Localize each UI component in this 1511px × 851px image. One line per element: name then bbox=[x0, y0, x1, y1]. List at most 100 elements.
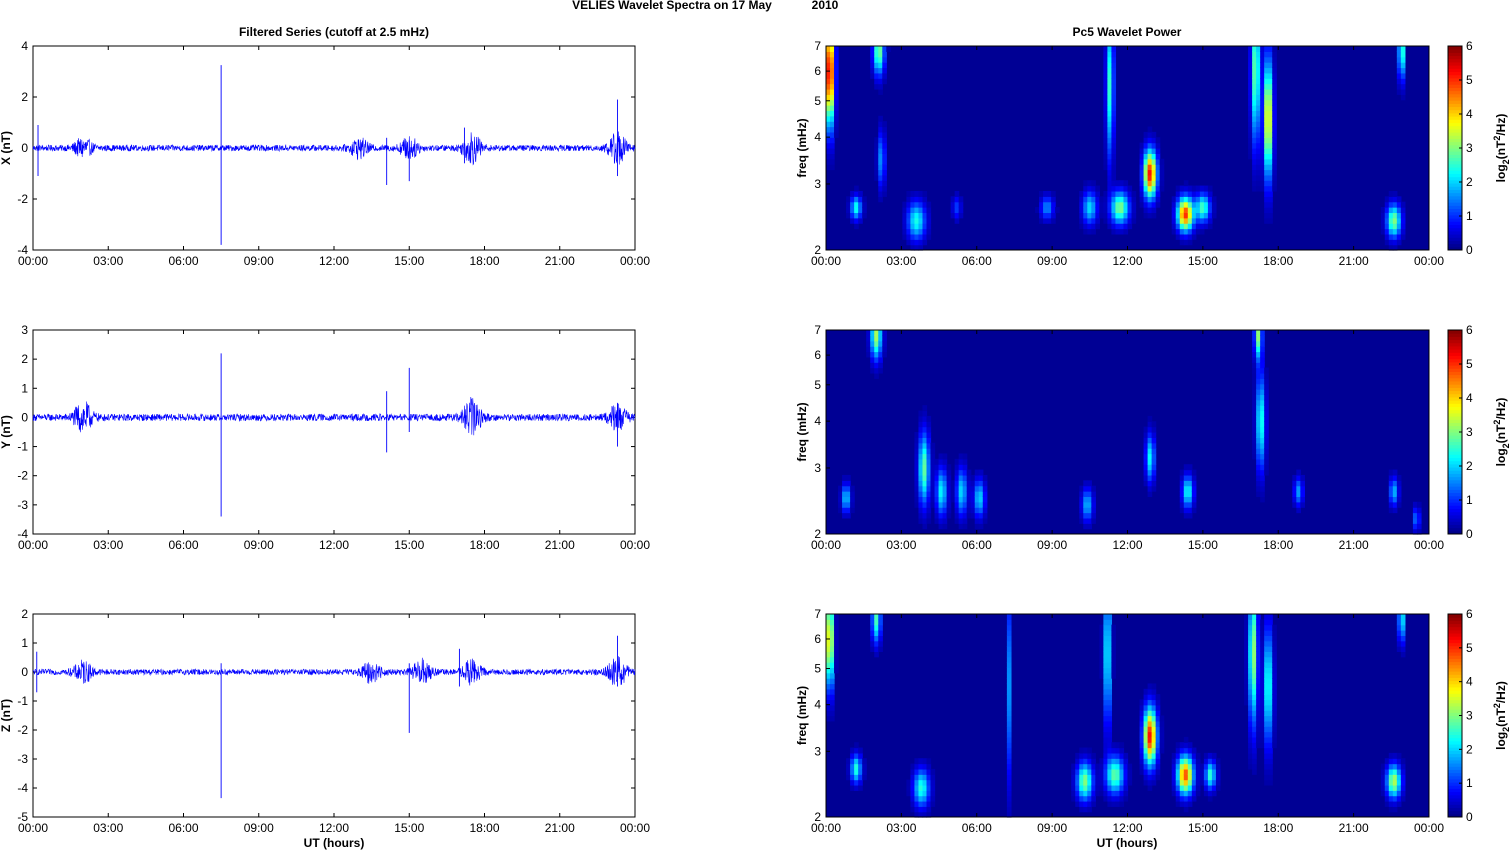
spectrum-cell bbox=[1103, 731, 1108, 738]
spectrum-cell bbox=[1111, 126, 1117, 133]
spectrum-cell bbox=[1264, 774, 1269, 781]
spectrum-cell bbox=[830, 126, 835, 133]
spectrum-cell bbox=[1292, 491, 1297, 498]
spectrum-cell bbox=[1191, 207, 1197, 214]
spectrum-cell bbox=[926, 426, 932, 433]
spectrum-cell bbox=[1175, 800, 1181, 807]
spectrum-cell bbox=[930, 784, 936, 791]
spectrum-cell bbox=[918, 496, 924, 503]
spectrum-cell bbox=[906, 239, 912, 246]
spectrum-cell bbox=[1396, 768, 1402, 775]
colorbar-swatch bbox=[1448, 782, 1462, 786]
spectrum-cell bbox=[926, 212, 932, 219]
spectrum-cell bbox=[1043, 212, 1048, 219]
spectrum-cell bbox=[1127, 768, 1133, 775]
spectrum-cell bbox=[1079, 223, 1084, 230]
spectrum-cell bbox=[1268, 640, 1273, 647]
spectrum-cell bbox=[1396, 784, 1402, 791]
spectrum-cell bbox=[1268, 190, 1273, 197]
spectrum-cell bbox=[922, 811, 928, 818]
spectrum-cell bbox=[1215, 768, 1221, 775]
spectrum-cell bbox=[1087, 747, 1092, 754]
spectrum-cell bbox=[1268, 169, 1273, 176]
spectrum-cell bbox=[938, 491, 944, 498]
spectrum-cell bbox=[958, 469, 964, 476]
spectrum-cell bbox=[1075, 800, 1080, 807]
spectrum-cell bbox=[1392, 217, 1398, 224]
colorbar-swatch bbox=[1448, 81, 1462, 85]
spectrum-cell bbox=[962, 469, 968, 476]
spectrum-cell bbox=[1103, 46, 1108, 52]
spectrum-cell bbox=[1264, 758, 1269, 765]
spectrum-cell bbox=[1143, 185, 1149, 192]
spectrum-cell bbox=[1119, 223, 1125, 230]
spectrum-cell bbox=[1083, 795, 1088, 802]
spectrum-cell bbox=[930, 442, 936, 449]
spectrum-cell bbox=[1272, 148, 1277, 154]
spectrum-cell bbox=[1256, 704, 1261, 711]
spectrum-cell bbox=[1203, 768, 1209, 775]
spectrum-cell bbox=[946, 491, 952, 498]
spectrum-cell bbox=[1400, 619, 1406, 626]
spectrum-cell bbox=[1147, 196, 1153, 203]
spectrum-cell bbox=[1248, 126, 1253, 133]
spectrum-cell bbox=[1272, 704, 1277, 711]
spectrum-cell bbox=[1151, 485, 1157, 492]
x-tick-label: 21:00 bbox=[1339, 538, 1369, 552]
spectrum-cell bbox=[1244, 678, 1249, 685]
colorbar-swatch bbox=[1448, 658, 1462, 663]
y-tick-label: -4 bbox=[17, 527, 28, 541]
spectrum-cell bbox=[1006, 614, 1012, 620]
spectrum-cell bbox=[850, 212, 855, 219]
series-y-label: Z (nT) bbox=[0, 699, 13, 732]
spectrum-cell bbox=[1183, 763, 1189, 770]
colorbar-swatch bbox=[1448, 804, 1462, 808]
spectrum-cell bbox=[1396, 56, 1402, 63]
spectrum-cell bbox=[930, 464, 936, 471]
spectrum-cell bbox=[1264, 67, 1269, 74]
spectrum-cell bbox=[1388, 491, 1394, 498]
spectrum-cell bbox=[1203, 212, 1209, 219]
spectrum-cell bbox=[1079, 768, 1084, 775]
spectrum-cell bbox=[1256, 46, 1261, 52]
spectrum-cell bbox=[830, 667, 835, 674]
spectrum-cell bbox=[878, 78, 883, 85]
spectrum-cell bbox=[1268, 99, 1273, 106]
spectrum-cell bbox=[1123, 228, 1129, 235]
spectrum-cell bbox=[922, 512, 928, 519]
spectrum-cell bbox=[1244, 688, 1249, 695]
colorbar-swatch bbox=[1448, 514, 1462, 519]
colorbar-swatch bbox=[1448, 336, 1462, 341]
spectrum-cell bbox=[842, 474, 847, 481]
colorbar-tick-label: 4 bbox=[1466, 675, 1473, 689]
spectrum-cell bbox=[930, 501, 936, 508]
spectrum-cell bbox=[826, 688, 831, 695]
spectrum-cell bbox=[910, 223, 916, 230]
spectrum-cell bbox=[1107, 710, 1113, 717]
spectrum-cell bbox=[1272, 83, 1277, 90]
spectrum-cell bbox=[1248, 62, 1253, 69]
spectrum-cell bbox=[1207, 185, 1213, 192]
spectrum-cell bbox=[1260, 442, 1265, 449]
spectrum-cell bbox=[1143, 752, 1149, 759]
spectrum-cell bbox=[1260, 491, 1265, 498]
spectrum-cell bbox=[1115, 752, 1121, 759]
spectrum-cell bbox=[1083, 763, 1088, 770]
spectrum-cell bbox=[1264, 415, 1269, 422]
spectrum-cell bbox=[1179, 480, 1185, 487]
spectrum-cell bbox=[882, 335, 887, 342]
spectrum-cell bbox=[1207, 190, 1213, 197]
colorbar-swatch bbox=[1448, 148, 1462, 152]
spectrum-cell bbox=[1400, 46, 1406, 52]
spectrum-cell bbox=[826, 51, 831, 58]
spectrum-cell bbox=[1268, 158, 1273, 165]
spectrum-cell bbox=[1099, 662, 1104, 669]
spectrum-cell bbox=[1268, 688, 1273, 695]
colorbar-swatch bbox=[1448, 173, 1462, 178]
spectrum-cell bbox=[1171, 768, 1177, 775]
spectrum-cell bbox=[914, 464, 920, 471]
spectrum-cell bbox=[1268, 614, 1273, 620]
spectrum-cell bbox=[1187, 469, 1193, 476]
spectrum-cell bbox=[874, 351, 879, 358]
spectrum-cell bbox=[918, 763, 924, 770]
